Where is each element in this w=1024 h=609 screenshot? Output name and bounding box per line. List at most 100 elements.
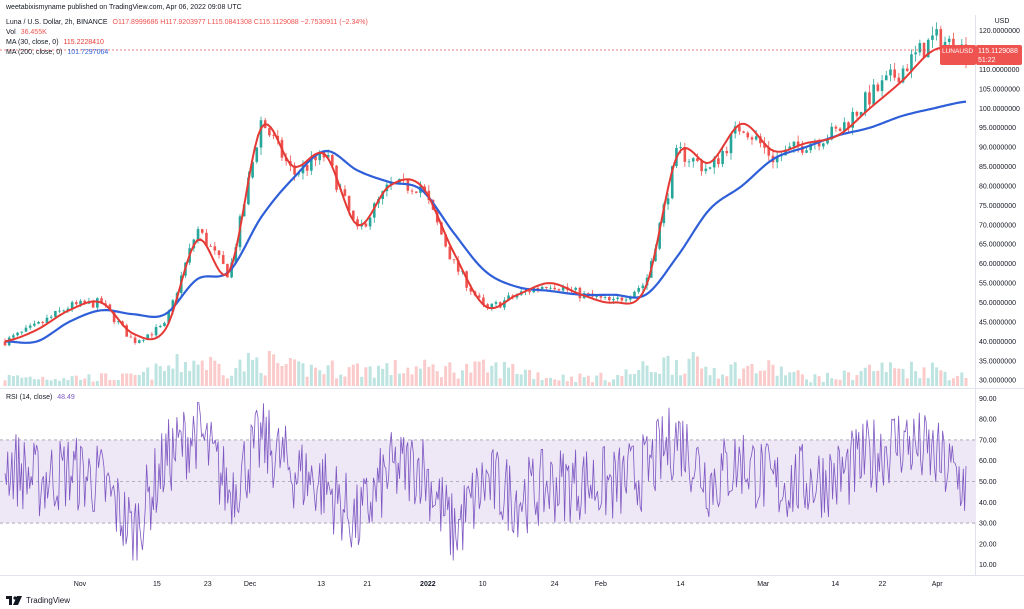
volume-bar [280,365,284,386]
candle-body [838,128,842,132]
candle-body [326,154,330,158]
volume-bar [565,381,569,386]
volume-bar [653,372,657,386]
candle-body [163,322,166,326]
price-tick-label: 55.0000000 [979,281,1016,288]
candle-body [268,128,271,136]
candle-body [897,77,901,83]
candle-body [796,141,800,147]
tradingview-brand[interactable]: TradingView [6,596,70,605]
candle-body [209,245,212,247]
candle-body [738,126,741,132]
volume-bar [246,352,250,386]
volume-bar [45,379,49,386]
volume-bar [494,362,498,386]
candle-body [859,112,863,116]
candle-body [91,301,95,308]
volume-bar [918,378,922,386]
volume-bar [607,382,611,386]
legend-title: Luna / U.S. Dollar, 2h, BINANCE [6,19,108,26]
volume-bar [276,362,280,386]
legend-volume-row: Vol 36.455K [6,28,47,37]
candle-body [599,296,603,298]
volume-bar [91,381,95,386]
time-tick-label: Nov [74,581,87,588]
candle-body [561,286,565,291]
volume-bar [20,377,24,386]
candle-body [876,84,880,91]
rsi-tick-label: 80.00 [979,417,997,424]
volume-bar [779,366,783,386]
candle-body [843,122,846,132]
candle-body [893,69,896,78]
volume-bar [452,372,456,386]
volume-bar [112,380,116,386]
candle-body [868,92,871,105]
volume-bar [880,362,884,386]
volume-bar [402,373,406,386]
price-tick-label: 45.0000000 [979,319,1016,326]
volume-bar [620,376,624,386]
candle-body [251,161,254,178]
volume-bar [725,376,729,386]
candle-body [679,147,682,148]
volume-bar [217,363,221,386]
volume-bar [200,360,204,386]
volume-bar [435,371,439,386]
volume-bar [318,370,322,386]
candle-body [515,294,519,298]
volume-bar [863,367,867,386]
price-tick-label: 120.0000000 [979,28,1020,35]
volume-bar [418,368,422,386]
candle-body [318,151,322,161]
candle-body [670,166,674,199]
candlesticks [3,22,968,347]
volume-bar [104,373,108,386]
volume-bar [867,364,871,386]
candle-body [486,304,489,308]
volume-bar [356,363,360,386]
volume-bar [712,368,716,386]
volume-bar [611,379,615,386]
legend-ma200-row: MA (200, close, 0) 101.7297064 [6,48,108,57]
volume-bar [834,379,838,386]
volume-bar [209,356,213,386]
rsi-tick-label: 60.00 [979,458,997,465]
volume-bar [758,370,762,386]
volume-bar [742,368,746,386]
volume-bar [397,373,401,386]
volume-bar [893,368,897,386]
volume-bar [750,363,754,386]
price-badge-symbol [940,44,976,65]
candle-body [788,146,792,150]
candle-body [217,250,221,256]
candle-body [712,158,716,168]
candle-body [931,35,934,40]
candle-body [142,339,145,341]
candle-body [314,156,317,161]
candle-body [834,126,838,129]
volume-bar [830,378,834,386]
rsi-tick-label: 10.00 [979,562,997,569]
volume-bar [284,364,288,386]
volume-bar [616,375,620,386]
volume-bar [800,374,804,386]
volume-bar [339,374,343,386]
volume-bar [553,379,557,386]
volume-bar [754,373,758,386]
price-tick-label: 35.0000000 [979,358,1016,365]
volume-bar [666,355,670,386]
volume-bar [175,354,179,386]
volume-bar [330,360,334,386]
volume-bar [930,362,934,386]
volume-bar [263,375,267,386]
volume-bar [297,361,301,386]
legend-rsi-row: RSI (14, close) 48.49 [6,393,75,402]
time-tick-label: 15 [153,581,161,588]
candle-body [910,54,913,72]
candle-body [830,126,834,140]
rsi-tick-label: 50.00 [979,479,997,486]
time-tick-label: 24 [551,581,559,588]
volume-bar [662,357,666,386]
